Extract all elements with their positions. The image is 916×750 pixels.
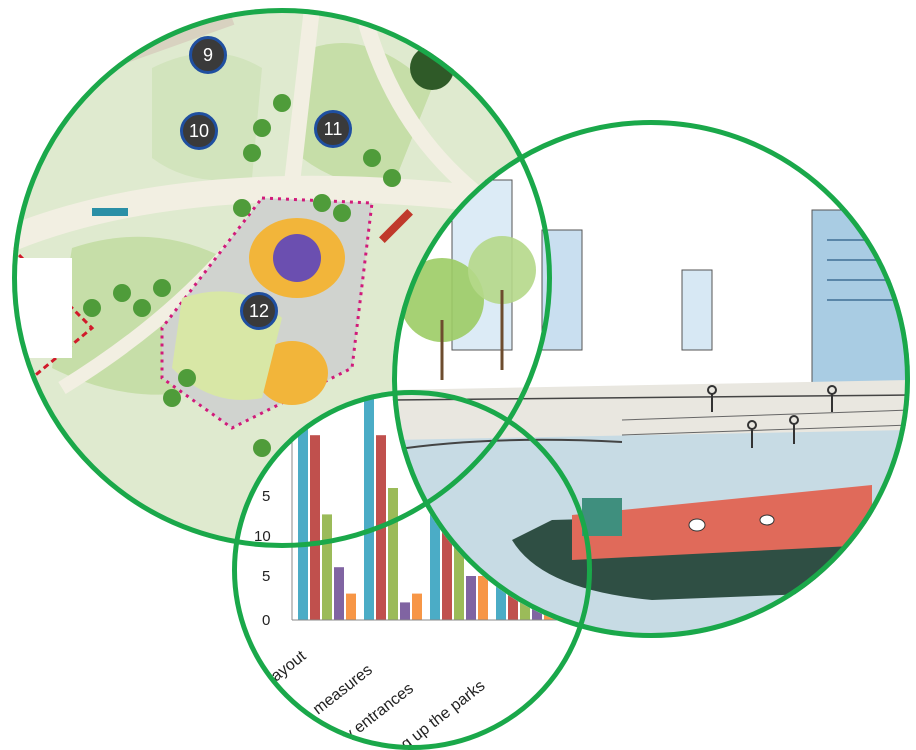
bar-s4-c3 — [466, 576, 476, 620]
map-marker-9: 9 — [189, 36, 227, 74]
bar-s1-c1 — [298, 390, 308, 620]
y-tick-5: 5 — [262, 568, 270, 585]
map-marker-11: 11 — [314, 110, 352, 148]
bar-s5-c3 — [478, 576, 488, 620]
bar-s2-c2 — [376, 435, 386, 620]
bar-s4-c1 — [334, 567, 344, 620]
bar-s2-c1 — [310, 435, 320, 620]
bar-s3-c2 — [388, 488, 398, 620]
y-tick-0: 0 — [262, 612, 270, 629]
category-label-1: ayout — [268, 647, 310, 685]
bar-s5-c1 — [346, 593, 356, 620]
category-label-2: measures — [310, 662, 376, 719]
y-tick-15: 5 — [262, 488, 270, 505]
y-tick-10: 10 — [254, 528, 271, 545]
bar-s5-c2 — [412, 593, 422, 620]
map-marker-10: 10 — [180, 112, 218, 150]
map-marker-12: 12 — [240, 292, 278, 330]
bar-s2-c3 — [442, 461, 452, 620]
bar-s3-c3 — [454, 540, 464, 620]
canal-sketch — [392, 120, 910, 638]
bar-s4-c2 — [400, 602, 410, 620]
canal-sketch-circle — [392, 120, 910, 638]
bar-s1-c2 — [364, 390, 374, 620]
bar-s3-c1 — [322, 514, 332, 620]
